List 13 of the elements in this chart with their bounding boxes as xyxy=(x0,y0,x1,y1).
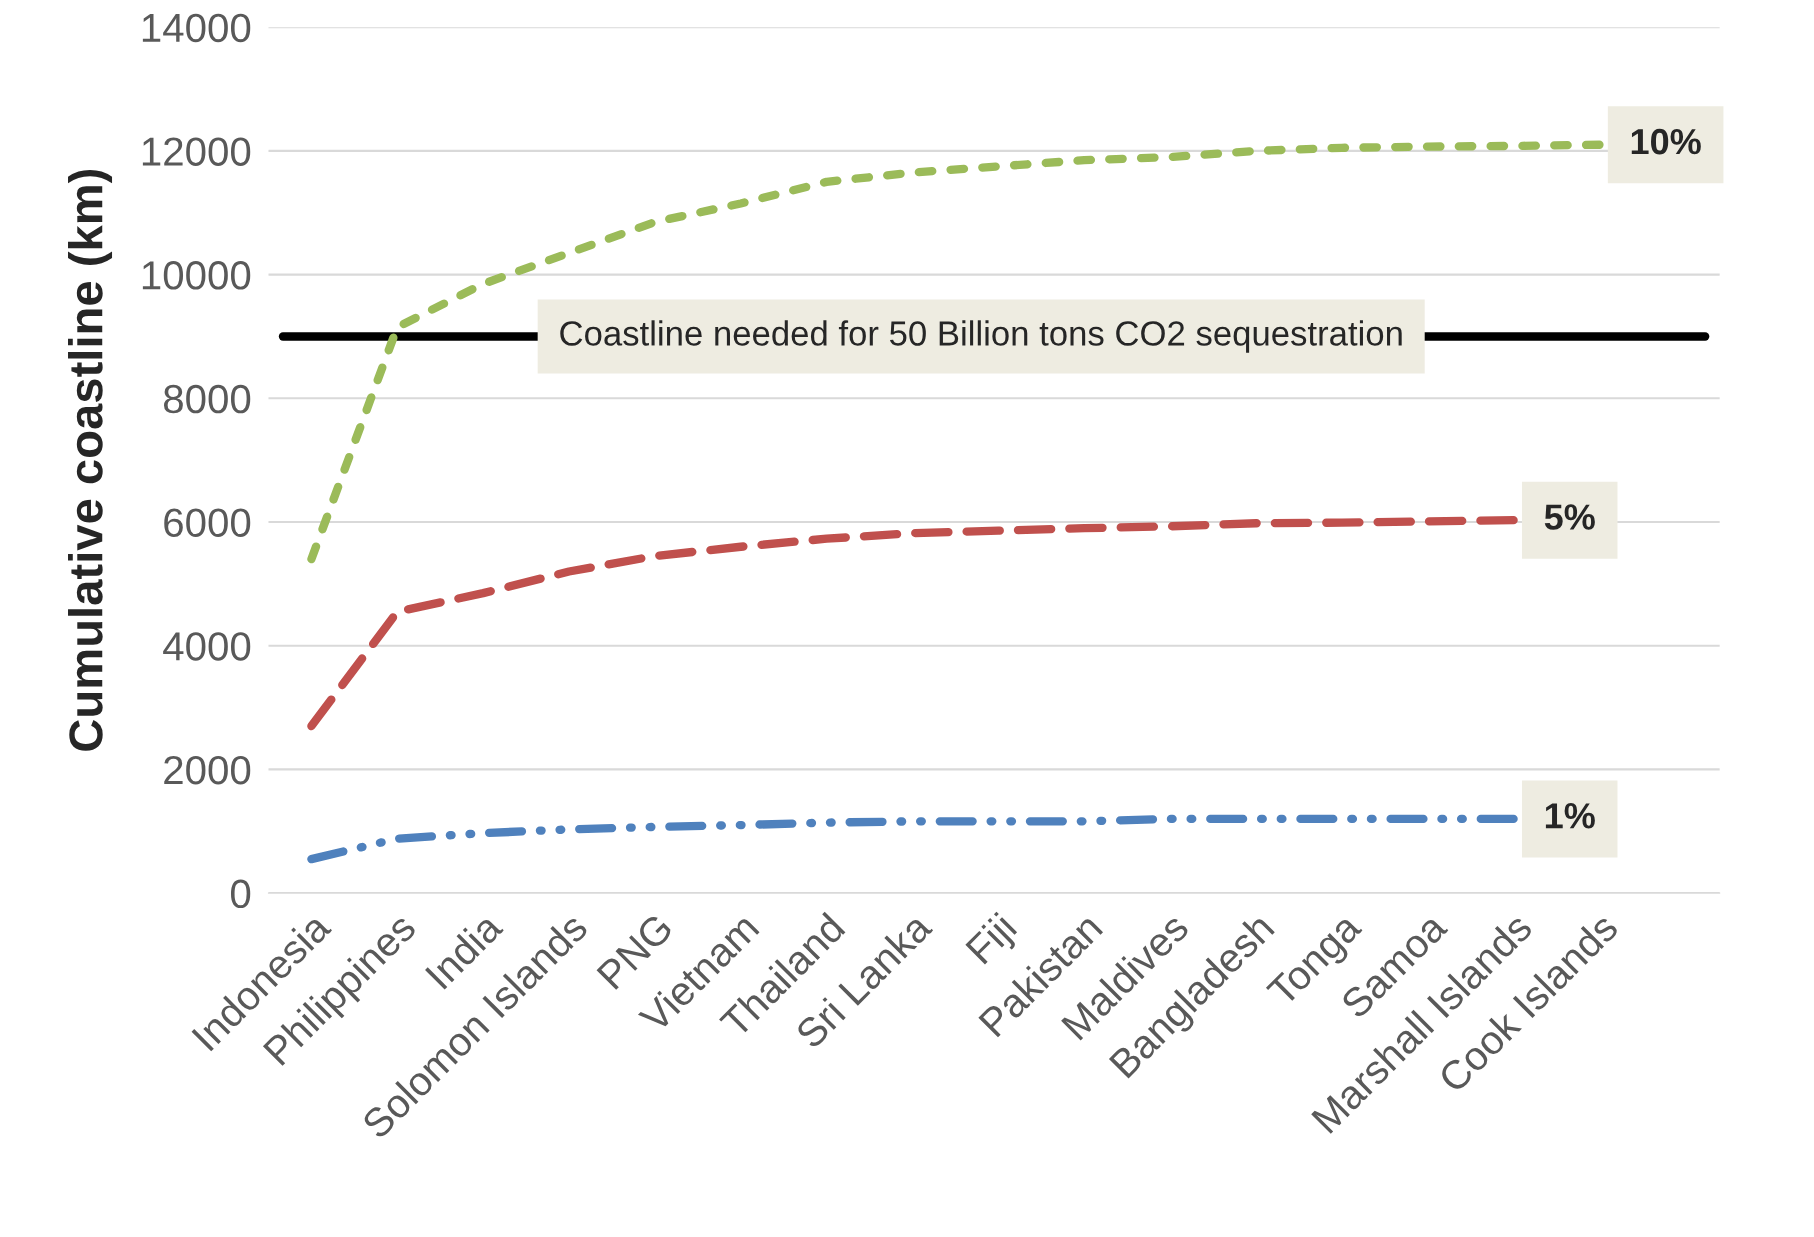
y-axis-title: Cumulative coastline (km) xyxy=(68,169,113,751)
y-tick-label: 12000 xyxy=(142,137,251,166)
y-tick-label: 8000 xyxy=(163,384,251,414)
y-tick-label: 0 xyxy=(230,879,251,909)
series-label: 10% xyxy=(1631,128,1701,155)
ref-line-label: Coastline needed for 50 Billion tons CO2 sequestration xyxy=(560,320,1402,353)
series-label: 5% xyxy=(1544,504,1595,530)
y-tick-label: 2000 xyxy=(164,755,251,785)
series-label: 1% xyxy=(1545,803,1595,829)
y-tick-label: 6000 xyxy=(164,508,251,537)
y-tick-label: 4000 xyxy=(163,632,251,661)
y-tick-label: 14000 xyxy=(142,13,251,43)
y-tick-label: 10000 xyxy=(142,261,251,290)
